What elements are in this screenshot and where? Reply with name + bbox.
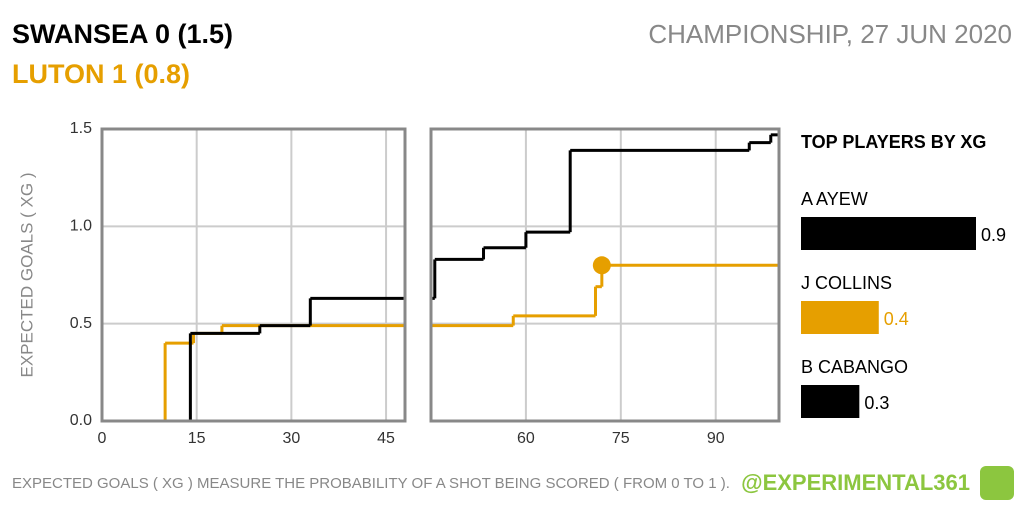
- logo: [980, 466, 1014, 500]
- plot-layer: 0.0 0.5 1.0 1.5 0 15 30 45 EXPECTED GOALS ( XG )…: [17, 120, 1006, 447]
- x-tick-label: 60: [517, 430, 535, 447]
- y-tick-label: 0.0: [70, 412, 92, 429]
- x-tick-label: 0: [98, 430, 107, 447]
- x-tick-label: 90: [707, 430, 725, 447]
- goal-marker: [592, 256, 611, 275]
- x-tick-label: 75: [612, 430, 630, 447]
- plot-frame: [100, 127, 407, 423]
- value-label: 0.4: [884, 309, 909, 329]
- plot-frame: [429, 127, 781, 423]
- x-tick-label: 30: [282, 430, 300, 447]
- y-tick-label: 0.5: [70, 315, 92, 332]
- bar: [801, 217, 976, 250]
- player-name: A AYEW: [801, 189, 868, 209]
- player-name: J COLLINS: [801, 273, 892, 293]
- x-tick-label: 45: [377, 430, 395, 447]
- x-tick-label: 15: [188, 430, 206, 447]
- home-score: SWANSEA 0 (1.5): [12, 19, 233, 49]
- y-tick-label: 1.0: [70, 218, 92, 235]
- y-tick-label: 1.5: [70, 120, 92, 137]
- bar: [801, 385, 860, 418]
- handle: @EXPERIMENTAL361: [741, 470, 970, 495]
- value-label: 0.9: [981, 225, 1006, 245]
- bar: [801, 301, 879, 334]
- footnote: EXPECTED GOALS ( XG ) MEASURE THE PROBAB…: [12, 475, 730, 492]
- player-name: B CABANGO: [801, 357, 908, 377]
- y-axis-label: EXPECTED GOALS ( XG ): [17, 173, 36, 378]
- away-score: LUTON 1 (0.8): [12, 59, 190, 89]
- bar-chart-title: TOP PLAYERS BY XG: [801, 132, 986, 152]
- value-label: 0.3: [864, 393, 889, 413]
- match-info: CHAMPIONSHIP, 27 JUN 2020: [648, 19, 1012, 49]
